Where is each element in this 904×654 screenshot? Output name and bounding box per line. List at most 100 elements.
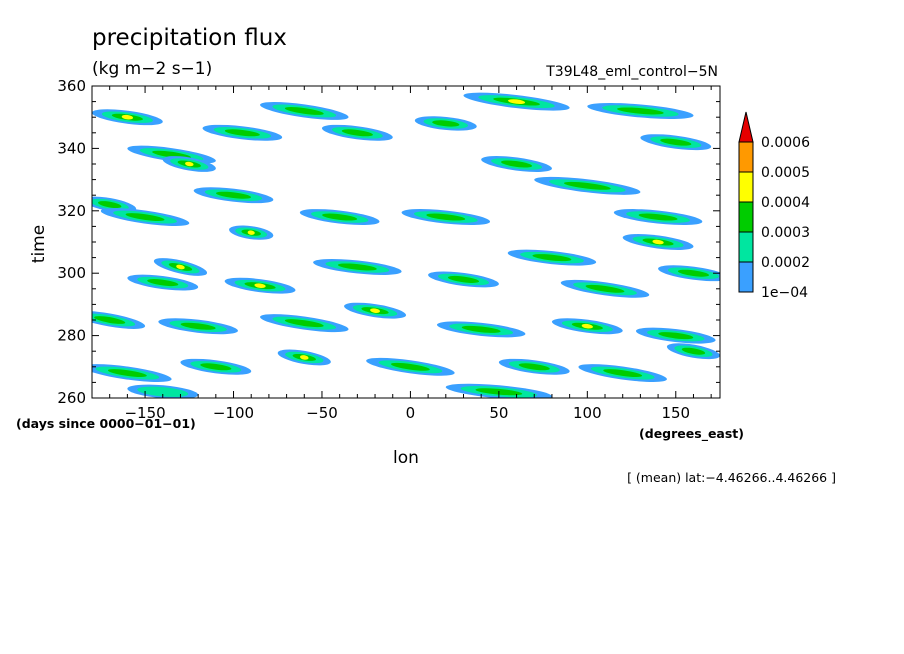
precip-band <box>635 327 716 344</box>
band-level-3 <box>660 138 692 146</box>
x-tick-label: 0 <box>406 404 416 422</box>
precip-band <box>622 234 694 250</box>
band-level-4 <box>185 161 194 167</box>
x-tick-label: −100 <box>213 404 254 422</box>
y-axis-label: time <box>29 225 49 263</box>
colorbar-swatch <box>738 141 754 173</box>
precip-band <box>666 343 720 360</box>
band-level-3 <box>447 275 480 283</box>
band-level-3 <box>681 347 706 355</box>
precip-band <box>277 349 331 366</box>
band-level-3 <box>284 107 324 115</box>
band-level-4 <box>121 114 134 120</box>
precip-band <box>551 318 623 335</box>
colorbar: 1e−04 0.0002 0.0003 0.0004 0.0005 0.0006 <box>738 111 810 301</box>
precip-band <box>366 357 455 376</box>
colorbar-label: 0.0005 <box>761 165 810 181</box>
band-level-3 <box>216 191 252 199</box>
band-level-3 <box>461 325 501 333</box>
chart-title: precipitation flux <box>92 25 287 51</box>
y-tick-label: 260 <box>57 389 86 407</box>
band-level-3 <box>224 129 260 137</box>
band-level-3 <box>284 319 324 328</box>
precip-band <box>92 311 146 329</box>
precip-band <box>180 358 252 375</box>
band-level-3 <box>563 181 611 190</box>
band-level-3 <box>390 362 430 371</box>
band-level-3 <box>98 201 122 209</box>
x-axis-label: lon <box>393 448 419 468</box>
band-level-3 <box>617 107 664 115</box>
band-level-4 <box>581 323 593 329</box>
averaging-note: [ (mean) lat:−4.46266..4.46266 ] <box>627 470 836 485</box>
colorbar-label: 0.0003 <box>761 225 810 241</box>
x-tick-label: 100 <box>573 404 602 422</box>
precip-band <box>193 187 274 204</box>
precip-band <box>313 258 402 275</box>
colorbar-swatch <box>738 231 754 263</box>
precip-band <box>100 208 190 227</box>
band-level-2 <box>137 386 189 397</box>
precip-band <box>481 156 552 172</box>
experiment-label: T39L48_eml_control−5N <box>545 64 718 80</box>
precip-band <box>587 102 694 119</box>
precip-band <box>92 364 172 383</box>
colorbar-swatch <box>738 171 754 203</box>
band-level-3 <box>500 160 533 168</box>
precip-band <box>344 302 407 319</box>
x-tick-label: 150 <box>661 404 690 422</box>
band-level-4 <box>652 239 664 245</box>
band-level-3 <box>200 363 232 371</box>
x-tick-label: 50 <box>489 404 508 422</box>
band-level-3 <box>337 263 377 271</box>
y-tick-label: 280 <box>57 327 86 345</box>
band-level-3 <box>147 279 179 287</box>
band-level-4 <box>370 308 381 313</box>
x-tick-label: −50 <box>306 404 338 422</box>
band-level-3 <box>432 120 460 127</box>
precip-band <box>534 176 641 195</box>
x-axis-units: (degrees_east) <box>639 426 744 442</box>
precip-band <box>613 209 703 226</box>
band-level-3 <box>107 369 147 377</box>
band-level-3 <box>125 213 165 221</box>
x-tick-label: −150 <box>124 404 165 422</box>
colorbar-extend-triangle <box>738 111 754 143</box>
colorbar-label: 1e−04 <box>761 285 808 301</box>
precip-band <box>414 116 477 131</box>
precip-band <box>299 209 380 226</box>
band-level-3 <box>94 316 126 324</box>
x-axis-ticks: −150 −100 −50 0 50 100 150 <box>109 86 712 422</box>
colorbar-label: 0.0004 <box>761 195 810 211</box>
precip-band <box>162 156 216 172</box>
band-level-3 <box>603 369 643 377</box>
y-tick-label: 360 <box>57 77 86 95</box>
band-level-3 <box>638 213 678 221</box>
precip-band <box>321 124 393 141</box>
precip-band <box>153 258 208 276</box>
precip-band <box>436 321 526 338</box>
band-level-4 <box>176 264 185 270</box>
precip-band <box>229 225 274 240</box>
precip-band <box>260 101 349 120</box>
band-level-4 <box>254 283 266 288</box>
band-level-3 <box>426 213 466 221</box>
precip-band <box>127 274 199 291</box>
precip-band <box>92 109 163 126</box>
band-level-3 <box>322 213 358 221</box>
precip-band <box>560 279 650 298</box>
precip-band <box>260 314 349 333</box>
precip-band <box>158 318 238 335</box>
y-axis-ticks: 260 280 300 320 340 360 <box>57 77 720 407</box>
precip-band <box>401 209 491 226</box>
band-level-3 <box>532 254 572 262</box>
y-tick-label: 300 <box>57 264 86 282</box>
precip-band <box>224 277 296 294</box>
band-level-4 <box>300 355 309 360</box>
y-tick-label: 320 <box>57 202 86 220</box>
precip-band <box>463 92 570 111</box>
band-level-4 <box>508 99 526 105</box>
plot-background <box>92 86 720 398</box>
precip-band <box>202 124 283 141</box>
